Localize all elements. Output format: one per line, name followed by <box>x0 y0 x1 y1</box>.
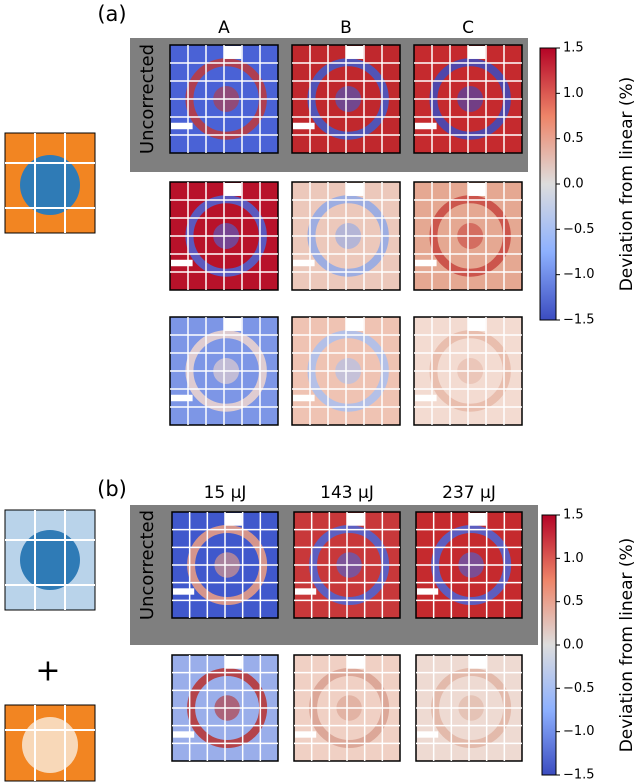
detector-image <box>293 511 401 619</box>
detector-image <box>293 654 401 762</box>
tile-notch <box>415 122 437 130</box>
colorbar-tick-label: −1.5 <box>563 768 595 782</box>
tile-notch <box>415 394 437 402</box>
colorbar-label: Deviation from linear (%) <box>617 538 637 753</box>
tile-notch <box>171 122 193 130</box>
tile-notch <box>415 259 437 267</box>
tile-notch <box>468 46 486 59</box>
tile-notch <box>225 513 242 526</box>
mask-thumbnail <box>4 509 96 611</box>
tile-notch <box>468 183 486 196</box>
tile-notch <box>293 259 315 267</box>
tile-notch <box>469 513 486 526</box>
plus-sign: + <box>35 654 60 689</box>
detector-image <box>291 44 401 154</box>
colorbar-tick-label: 0.0 <box>563 177 584 192</box>
column-label: 143 μJ <box>320 483 374 503</box>
tile-notch <box>224 318 242 331</box>
detector-image <box>415 511 523 619</box>
tile-notch <box>224 183 242 196</box>
tile-notch <box>347 513 364 526</box>
colorbar-tick-label: 1.5 <box>563 508 584 523</box>
tile-notch <box>171 394 193 402</box>
tile-notch <box>347 656 364 669</box>
colorbar <box>541 514 557 776</box>
tile-notch <box>417 731 439 738</box>
detector-image <box>169 181 279 291</box>
colorbar-tick-label: −0.5 <box>563 222 595 237</box>
detector-image <box>413 316 523 426</box>
colorbar-tick-label: 0.5 <box>563 131 584 146</box>
detector-image <box>171 654 279 762</box>
tile-notch <box>225 656 242 669</box>
colorbar-tick-label: −0.5 <box>563 681 595 696</box>
tile-notch <box>293 394 315 402</box>
detector-image <box>413 44 523 154</box>
column-label: 237 μJ <box>442 483 496 503</box>
tile-notch <box>468 318 486 331</box>
colorbar-tick-label: 1.5 <box>563 41 584 56</box>
colorbar-label: Deviation from linear (%) <box>617 77 637 292</box>
colorbar-tick-label: −1.5 <box>563 313 595 328</box>
detector-image <box>169 44 279 154</box>
detector-image <box>169 316 279 426</box>
tile-notch <box>293 122 315 130</box>
colorbar-tick-label: 0.5 <box>563 594 584 609</box>
tile-notch <box>173 731 195 738</box>
tile-notch <box>346 46 364 59</box>
column-label: C <box>462 18 474 38</box>
colorbar-tick-label: 1.0 <box>563 86 584 101</box>
detector-image <box>291 316 401 426</box>
panel-label: (a) <box>97 2 126 26</box>
tile-notch <box>173 588 195 595</box>
colorbar-tick-label: 0.0 <box>563 638 584 653</box>
tile-notch <box>346 318 364 331</box>
tile-notch <box>224 46 242 59</box>
detector-image <box>415 654 523 762</box>
colorbar-tick-label: −1.0 <box>563 267 595 282</box>
tile-notch <box>417 588 439 595</box>
column-label: B <box>340 18 352 38</box>
detector-image <box>291 181 401 291</box>
row-label: Uncorrected <box>137 510 158 620</box>
colorbar <box>539 47 557 321</box>
panel-label: (b) <box>97 477 127 501</box>
detector-image <box>413 181 523 291</box>
column-label: 15 μJ <box>204 483 247 503</box>
tile-notch <box>295 588 317 595</box>
colorbar-tick-label: 1.0 <box>563 551 584 566</box>
mask-thumbnail <box>4 704 96 782</box>
tile-notch <box>295 731 317 738</box>
tile-notch <box>346 183 364 196</box>
mask-thumbnail <box>4 132 96 234</box>
row-label: Uncorrected <box>137 44 158 154</box>
detector-image <box>171 511 279 619</box>
colorbar-tick-label: −1.0 <box>563 724 595 739</box>
tile-notch <box>171 259 193 267</box>
column-label: A <box>218 18 230 38</box>
tile-notch <box>469 656 486 669</box>
